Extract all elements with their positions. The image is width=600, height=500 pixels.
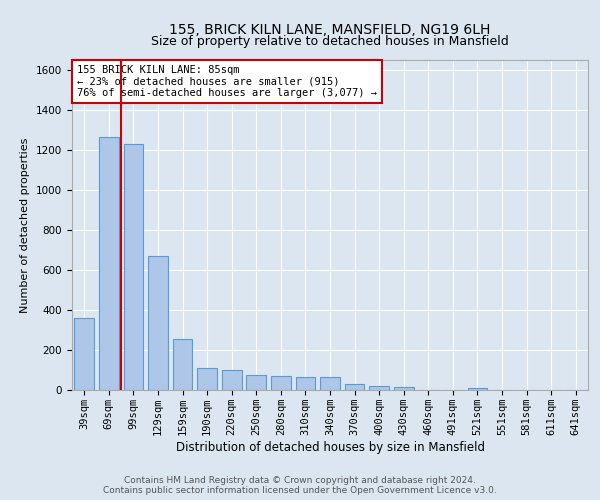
Text: 155, BRICK KILN LANE, MANSFIELD, NG19 6LH: 155, BRICK KILN LANE, MANSFIELD, NG19 6L… bbox=[169, 22, 491, 36]
Bar bbox=[99, 137, 119, 390]
Text: Size of property relative to detached houses in Mansfield: Size of property relative to detached ho… bbox=[151, 35, 509, 48]
Bar bbox=[271, 376, 290, 390]
Bar bbox=[467, 388, 487, 390]
Bar bbox=[222, 370, 242, 390]
Bar bbox=[345, 384, 364, 390]
Bar bbox=[296, 377, 315, 390]
Bar bbox=[370, 386, 389, 390]
Bar bbox=[74, 318, 94, 390]
Bar bbox=[320, 377, 340, 390]
Bar bbox=[148, 256, 168, 390]
Bar bbox=[197, 368, 217, 390]
Bar bbox=[173, 339, 193, 390]
Y-axis label: Number of detached properties: Number of detached properties bbox=[20, 138, 31, 312]
X-axis label: Distribution of detached houses by size in Mansfield: Distribution of detached houses by size … bbox=[176, 440, 485, 454]
Text: 155 BRICK KILN LANE: 85sqm
← 23% of detached houses are smaller (915)
76% of sem: 155 BRICK KILN LANE: 85sqm ← 23% of deta… bbox=[77, 65, 377, 98]
Bar bbox=[394, 387, 413, 390]
Bar bbox=[247, 375, 266, 390]
Bar bbox=[124, 144, 143, 390]
Text: Contains HM Land Registry data © Crown copyright and database right 2024.
Contai: Contains HM Land Registry data © Crown c… bbox=[103, 476, 497, 495]
